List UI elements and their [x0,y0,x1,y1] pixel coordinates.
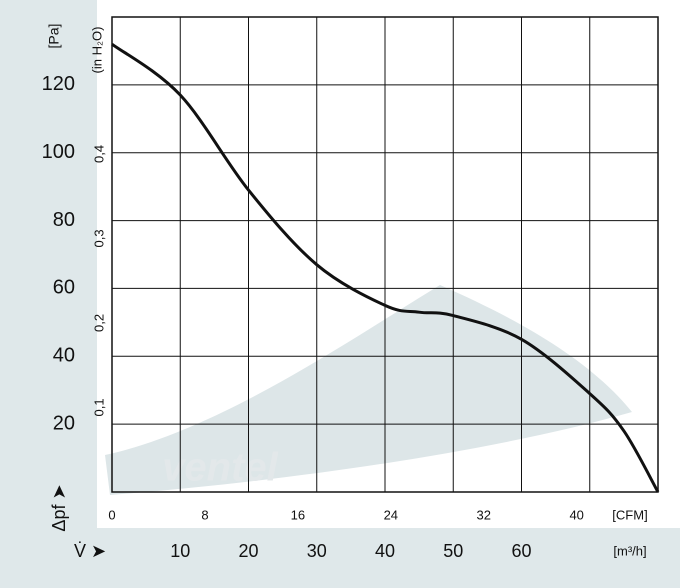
x2-tick-label: 16 [291,507,305,522]
y2-tick-label: 0,2 [91,314,106,332]
x-label: [m³/h] [613,543,646,558]
x2-tick-label: 24 [384,507,398,522]
x-tick-label: 40 [375,541,395,561]
y-tick-label: 100 [42,141,75,163]
x-tick-label: 60 [511,541,531,561]
x-tick-label: 50 [443,541,463,561]
operating-area [105,285,632,495]
bottom-band [0,528,680,588]
x2-label: [CFM] [612,507,647,522]
y-symbol: Δpf ➤ [49,484,69,531]
x-tick-label: 30 [307,541,327,561]
y-tick-label: 120 [42,73,75,95]
watermark: ventel [162,446,278,490]
y-label: [Pa] [46,24,62,49]
y2-tick-label: 0,4 [91,145,106,163]
x-tick-label: 10 [170,541,190,561]
plot-border [111,16,659,493]
x-symbol: V̇ ➤ [74,541,106,561]
y-tick-label: 20 [53,412,75,434]
x2-tick-label: 8 [201,507,208,522]
x2-tick-label: 32 [477,507,491,522]
fan-curve [111,42,660,493]
y2-tick-label: 0,3 [91,229,106,247]
left-band [0,0,97,528]
y-tick-label: 80 [53,209,75,231]
x2-tick-label: 40 [569,507,583,522]
y2-tick-label: 0,1 [91,398,106,416]
y2-label: (in H₂O) [89,27,104,74]
x-tick-label: 20 [238,541,258,561]
y-tick-label: 60 [53,277,75,299]
grid [112,17,658,492]
y-tick-label: 40 [53,345,75,367]
x2-tick-label: 0 [108,507,115,522]
